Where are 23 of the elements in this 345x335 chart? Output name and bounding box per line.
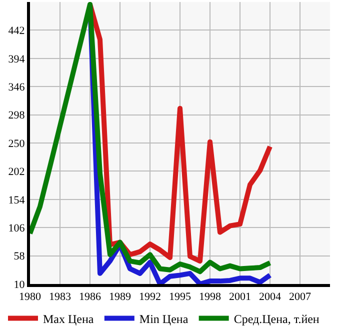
legend-label: Сред.Цена, т.йен: [234, 312, 320, 326]
x-tick-label: 1998: [199, 291, 222, 304]
x-tick-label: 1995: [169, 291, 192, 304]
y-tick-label: 106: [8, 222, 26, 234]
x-tick-label: 2004: [259, 291, 282, 304]
y-tick-label: 10: [14, 278, 26, 291]
y-tick-label: 58: [14, 250, 26, 263]
y-tick-label: 298: [8, 110, 26, 122]
y-tick-label: 442: [8, 25, 25, 38]
x-tick-label: 2007: [289, 291, 312, 304]
legend-label: Min Цена: [139, 312, 189, 326]
y-tick-label: 202: [8, 166, 25, 178]
y-tick-label: 346: [8, 81, 26, 94]
y-tick-label: 154: [8, 194, 26, 206]
y-tick-label: 394: [8, 53, 26, 66]
x-tick-label: 1989: [109, 291, 132, 304]
legend-label: Max Цена: [43, 312, 94, 326]
x-tick-label: 1986: [79, 291, 102, 304]
y-tick-label: 250: [8, 138, 26, 150]
x-tick-label: 2001: [229, 291, 251, 304]
x-tick-label: 1983: [49, 291, 72, 304]
x-tick-label: 1992: [139, 291, 161, 304]
x-tick-label: 1980: [19, 291, 42, 304]
